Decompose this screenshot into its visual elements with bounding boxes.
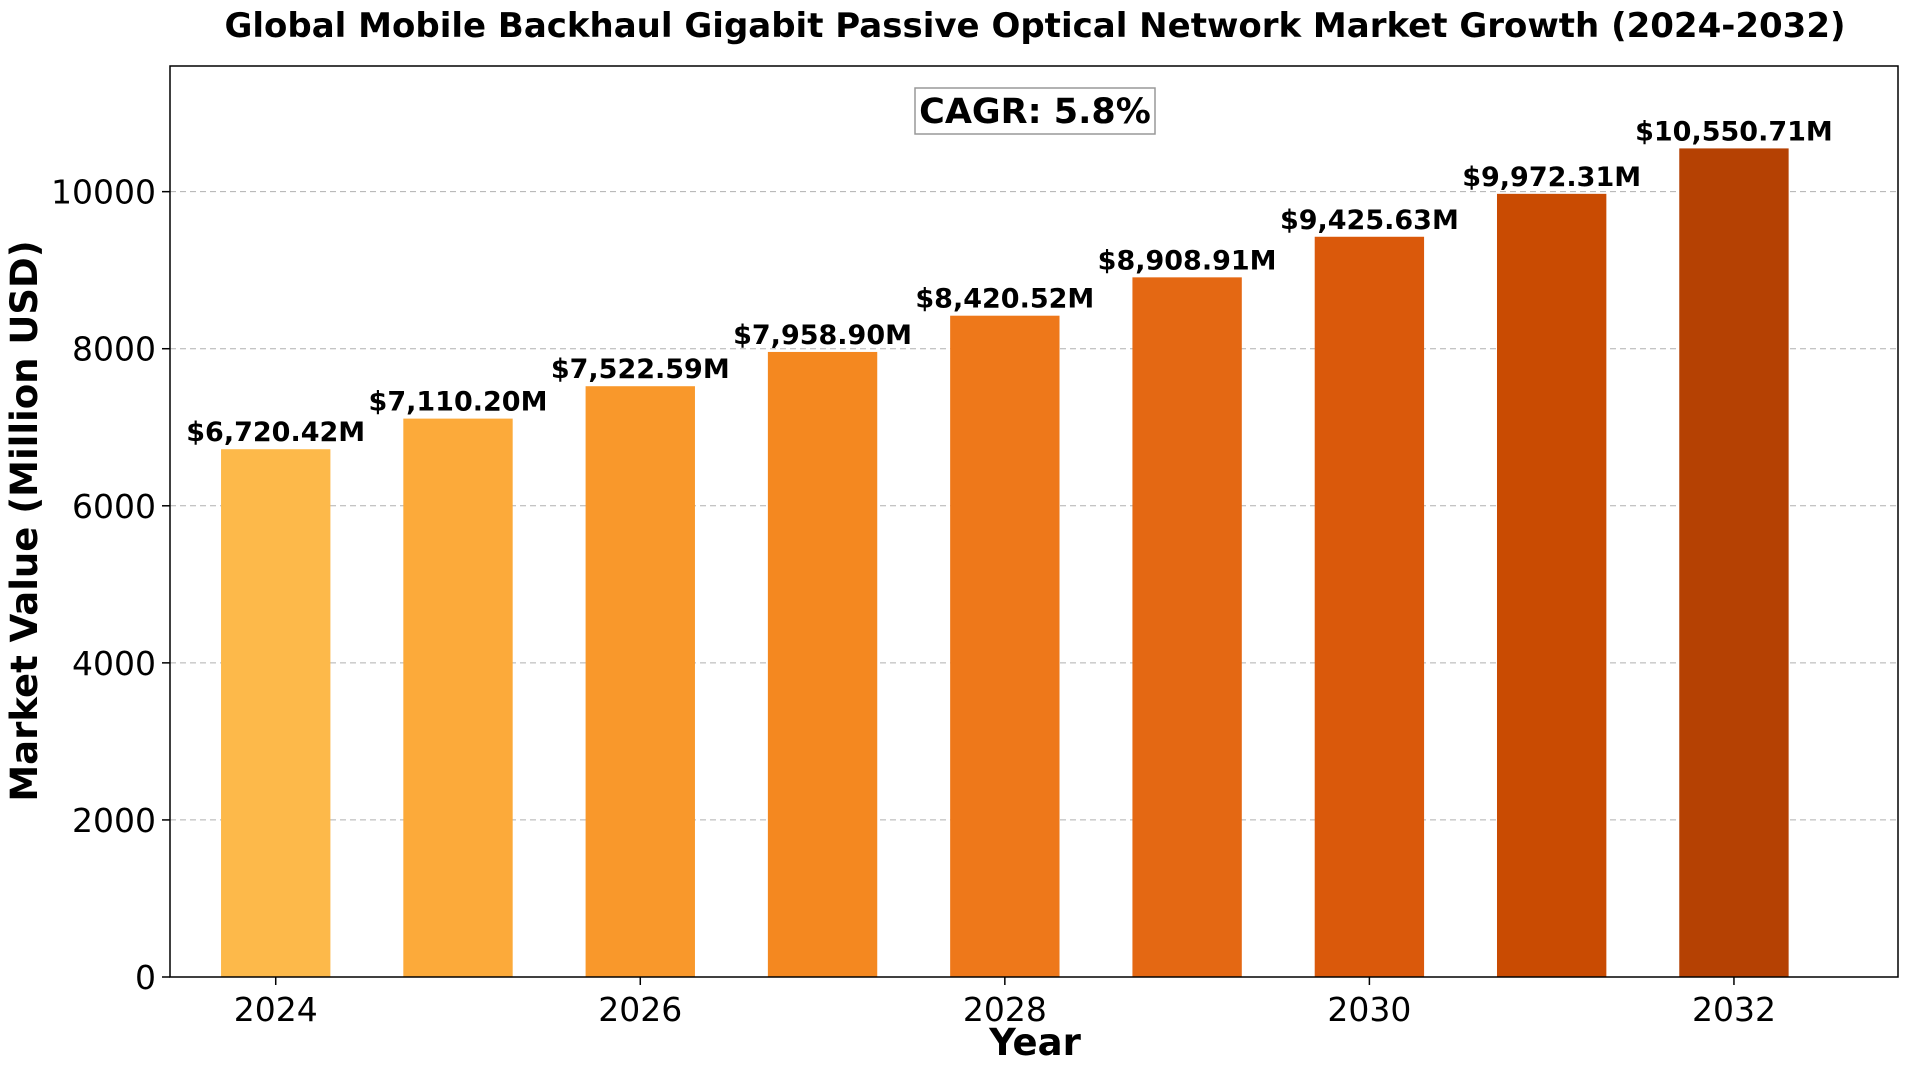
x-tick-label: 2030 <box>1327 990 1411 1029</box>
x-tick-label: 2028 <box>963 990 1047 1029</box>
bar <box>1496 193 1607 978</box>
bar-value-label: $7,110.20M <box>369 387 548 418</box>
bar-value-label: $7,958.90M <box>733 320 912 351</box>
bar <box>403 418 513 977</box>
y-tick-label: 4000 <box>72 644 156 683</box>
bar-value-label: $7,522.59M <box>551 354 730 385</box>
cagr-text: CAGR: 5.8% <box>919 92 1151 132</box>
y-tick-label: 10000 <box>51 173 156 212</box>
y-axis: 0 2000 4000 6000 8000 10000 <box>51 173 170 997</box>
x-tick-label: 2032 <box>1692 990 1776 1029</box>
cagr-box <box>914 87 1156 135</box>
chart-title: Global Mobile Backhaul Gigabit Passive O… <box>224 6 1845 46</box>
x-tick-label: 2026 <box>598 990 682 1029</box>
bar <box>767 351 878 977</box>
bars <box>221 148 1789 978</box>
bar-value-label: $8,908.91M <box>1098 245 1277 276</box>
bar <box>585 386 695 977</box>
bar-value-label: $6,720.42M <box>186 417 365 448</box>
bar <box>1314 236 1425 978</box>
y-tick-label: 6000 <box>72 487 156 526</box>
bar <box>950 315 1060 977</box>
y-tick-label: 0 <box>135 958 156 997</box>
y-axis-label: Market Value (Million USD) <box>3 240 46 801</box>
bar-value-label: $10,550.71M <box>1635 116 1833 147</box>
bar-value-label: $8,420.52M <box>915 284 1094 315</box>
bar <box>221 449 331 977</box>
bar-value-label: $9,425.63M <box>1280 205 1459 236</box>
y-tick-label: 8000 <box>72 330 156 369</box>
y-tick-label: 2000 <box>72 801 156 840</box>
x-axis-label: Year <box>988 1021 1081 1064</box>
bar <box>1679 148 1789 977</box>
bar-value-labels: $6,720.42M$7,110.20M$7,522.59M$7,958.90M… <box>186 116 1833 448</box>
plot-frame <box>169 65 1899 978</box>
bar <box>1132 277 1242 977</box>
cagr-annotation: CAGR: 5.8% <box>914 87 1156 135</box>
x-axis: 2024 2026 2028 2030 2032 <box>234 977 1776 1029</box>
x-tick-label: 2024 <box>234 990 318 1029</box>
bar-value-label: $9,972.31M <box>1462 162 1641 193</box>
